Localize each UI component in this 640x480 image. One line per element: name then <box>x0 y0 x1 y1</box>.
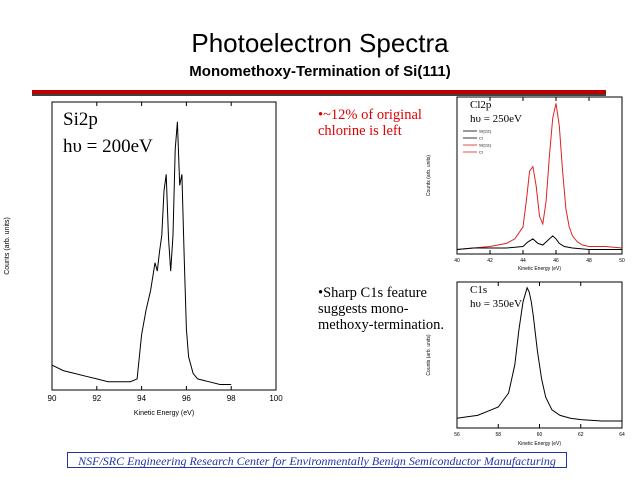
cl2p-x-tick-label: 44 <box>520 258 526 264</box>
si2p-chart-subtitle: hυ = 200eV <box>63 136 153 157</box>
title-divider-red <box>32 90 606 94</box>
c1s-y-axis-label: Counts (arb. units) <box>426 334 432 375</box>
si2p-chart-title: Si2p <box>63 109 98 130</box>
si2p-plot-frame <box>51 101 277 391</box>
c1s-x-tick-label: 62 <box>578 432 584 438</box>
c1s-x-tick-label: 56 <box>454 432 460 438</box>
cl2p-x-tick-label: 42 <box>487 258 493 264</box>
si2p-x-axis-label: Kinetic Energy (eV) <box>134 410 194 417</box>
c1s-x-tick-label: 64 <box>619 432 625 438</box>
c1s-x-tick-label: 60 <box>537 432 543 438</box>
si2p-x-tick-label: 100 <box>269 394 283 403</box>
slide-title: Photoelectron Spectra <box>191 28 449 58</box>
cl2p-chart-subtitle: hυ = 250eV <box>470 113 522 125</box>
title-divider-dark <box>32 94 606 96</box>
si2p-x-tick-label: 96 <box>182 394 191 403</box>
c1s-x-axis-label: Kinetic Energy (eV) <box>518 441 561 447</box>
si2p-y-axis-label: Counts (arb. units) <box>4 217 11 275</box>
c1s-chart-subtitle: hυ = 350eV <box>470 298 522 310</box>
cl2p-x-tick-label: 46 <box>553 258 559 264</box>
si2p-x-tick-label: 90 <box>48 394 57 403</box>
si2p-x-tick-label: 98 <box>227 394 236 403</box>
si2p-x-tick-label: 92 <box>92 394 101 403</box>
cl2p-y-axis-label: Counts (arb. units) <box>426 155 432 196</box>
footer-credit: NSF/SRC Engineering Research Center for … <box>67 452 567 468</box>
cl2p-x-tick-label: 48 <box>586 258 592 264</box>
c1s-x-tick-label: 58 <box>495 432 501 438</box>
si2p-x-tick-label: 94 <box>137 394 146 403</box>
cl2p-plot-frame <box>456 96 623 255</box>
cl2p-legend-entry: Cl <box>479 136 483 141</box>
slide-subtitle: Monomethoxy-Termination of Si(111) <box>189 63 451 80</box>
cl2p-legend-entry: Cl <box>479 150 483 155</box>
cl2p-series-line-1 <box>456 235 622 250</box>
cl2p-chart-title: Cl2p <box>470 99 492 111</box>
cl2p-legend-entry: Si(111) <box>479 143 492 148</box>
cl2p-series-line-0 <box>456 103 623 250</box>
cl2p-x-tick-label: 50 <box>619 258 625 264</box>
c1s-series-line-0 <box>456 286 622 422</box>
cl2p-x-axis-label: Kinetic Energy (eV) <box>518 266 561 272</box>
cl2p-legend-entry: Si(111) <box>479 129 492 134</box>
cl2p-x-tick-label: 40 <box>454 258 460 264</box>
si2p-series-line-0 <box>51 121 232 385</box>
note-c1s-feature: •Sharp C1s feature suggests mono-methoxy… <box>318 285 445 333</box>
c1s-chart-title: C1s <box>470 284 487 296</box>
note-chlorine-remaining: •~12% of original chlorine is left <box>318 107 422 139</box>
